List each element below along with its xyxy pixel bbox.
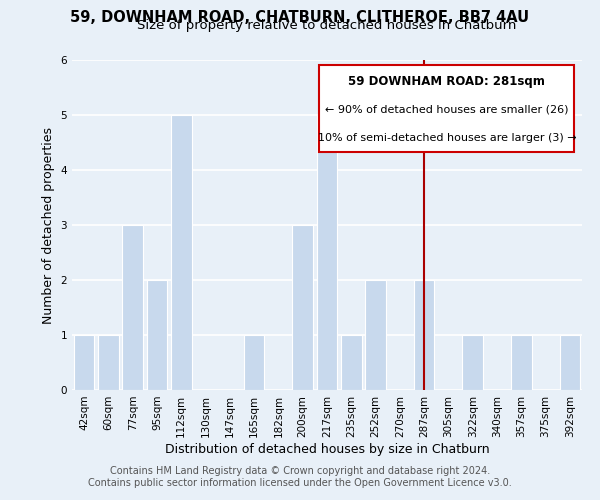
Bar — [341, 335, 362, 390]
Title: Size of property relative to detached houses in Chatburn: Size of property relative to detached ho… — [137, 20, 517, 32]
Bar — [244, 335, 265, 390]
Bar — [414, 280, 434, 390]
Text: 10% of semi-detached houses are larger (3) →: 10% of semi-detached houses are larger (… — [317, 132, 576, 142]
Bar — [74, 335, 94, 390]
Y-axis label: Number of detached properties: Number of detached properties — [42, 126, 55, 324]
Bar — [317, 115, 337, 390]
Text: Contains HM Land Registry data © Crown copyright and database right 2024.: Contains HM Land Registry data © Crown c… — [110, 466, 490, 476]
Bar — [365, 280, 386, 390]
Bar — [122, 225, 143, 390]
Bar — [171, 115, 191, 390]
Bar — [146, 280, 167, 390]
X-axis label: Distribution of detached houses by size in Chatburn: Distribution of detached houses by size … — [164, 442, 490, 456]
Text: 59, DOWNHAM ROAD, CHATBURN, CLITHEROE, BB7 4AU: 59, DOWNHAM ROAD, CHATBURN, CLITHEROE, B… — [70, 10, 530, 25]
Text: 59 DOWNHAM ROAD: 281sqm: 59 DOWNHAM ROAD: 281sqm — [349, 75, 545, 88]
Bar — [511, 335, 532, 390]
Bar — [98, 335, 119, 390]
Bar — [560, 335, 580, 390]
Text: Contains public sector information licensed under the Open Government Licence v3: Contains public sector information licen… — [88, 478, 512, 488]
Bar — [463, 335, 483, 390]
Bar — [292, 225, 313, 390]
FancyBboxPatch shape — [319, 65, 574, 152]
Text: ← 90% of detached houses are smaller (26): ← 90% of detached houses are smaller (26… — [325, 104, 569, 115]
